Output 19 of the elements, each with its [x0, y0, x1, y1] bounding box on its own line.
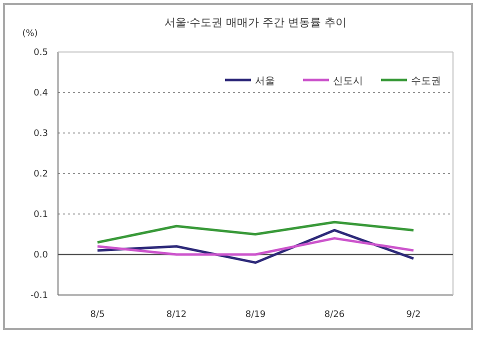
line-series [96, 237, 415, 256]
y-tick-label: 0.3 [34, 129, 48, 139]
x-tick-label: 9/2 [406, 310, 421, 320]
legend-label: 신도시 [333, 76, 363, 87]
chart-title: 서울·수도권 매매가 주간 변동률 추이 [164, 16, 347, 29]
y-tick-label: 0.0 [34, 250, 48, 260]
y-tick-label: 0.4 [34, 88, 48, 98]
y-tick-label: 0.5 [34, 48, 48, 58]
x-tick-label: 8/5 [90, 310, 105, 320]
x-tick-label: 8/19 [245, 310, 266, 320]
x-tick-label: 8/26 [324, 310, 345, 320]
x-tick-label: 8/12 [166, 310, 187, 320]
line-series [96, 220, 415, 244]
legend-label: 수도권 [411, 76, 441, 87]
legend-label: 서울 [255, 76, 275, 87]
y-tick-label: 0.1 [34, 210, 48, 220]
y-tick-label: 0.2 [34, 170, 48, 180]
y-tick-label: -0.1 [30, 291, 48, 301]
y-axis-title: (%) [22, 29, 38, 39]
